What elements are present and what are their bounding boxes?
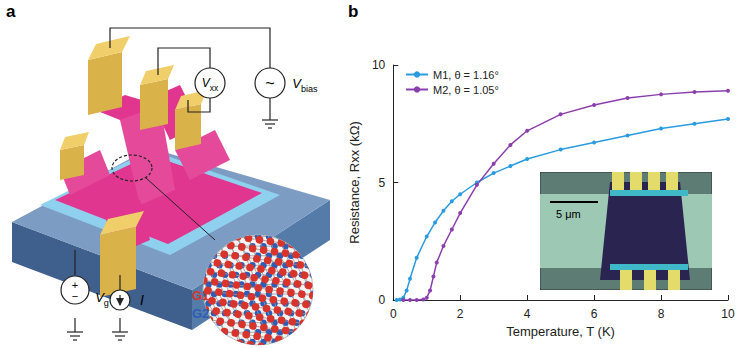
html-text:b: b: [348, 2, 359, 21]
svg-text:Vxx: Vxx: [202, 76, 219, 93]
svg-text:−: −: [72, 290, 78, 302]
svg-text:G2: G2: [192, 306, 209, 321]
svg-text:Resistance, Rxx (kΩ): Resistance, Rxx (kΩ): [347, 121, 362, 243]
svg-text:Vg: Vg: [95, 290, 109, 308]
svg-text:G1: G1: [192, 288, 209, 303]
svg-text:8: 8: [658, 307, 665, 321]
svg-text:~: ~: [265, 75, 274, 92]
svg-text:0: 0: [379, 293, 386, 307]
svg-text:10: 10: [372, 58, 386, 72]
svg-text:Vbias: Vbias: [292, 76, 318, 94]
svg-text:5: 5: [379, 176, 386, 190]
svg-text:Temperature, T (K): Temperature, T (K): [506, 324, 615, 339]
svg-text:a: a: [6, 2, 16, 21]
svg-text:2: 2: [457, 307, 464, 321]
svg-text:5 μm: 5 μm: [556, 208, 581, 220]
svg-text:M2, θ = 1.05°: M2, θ = 1.05°: [433, 84, 499, 96]
svg-text:M1, θ = 1.16°: M1, θ = 1.16°: [433, 69, 499, 81]
svg-text:6: 6: [591, 307, 598, 321]
svg-text:I: I: [140, 292, 144, 308]
svg-text:0: 0: [390, 307, 397, 321]
svg-text:10: 10: [721, 307, 735, 321]
svg-text:4: 4: [524, 307, 531, 321]
